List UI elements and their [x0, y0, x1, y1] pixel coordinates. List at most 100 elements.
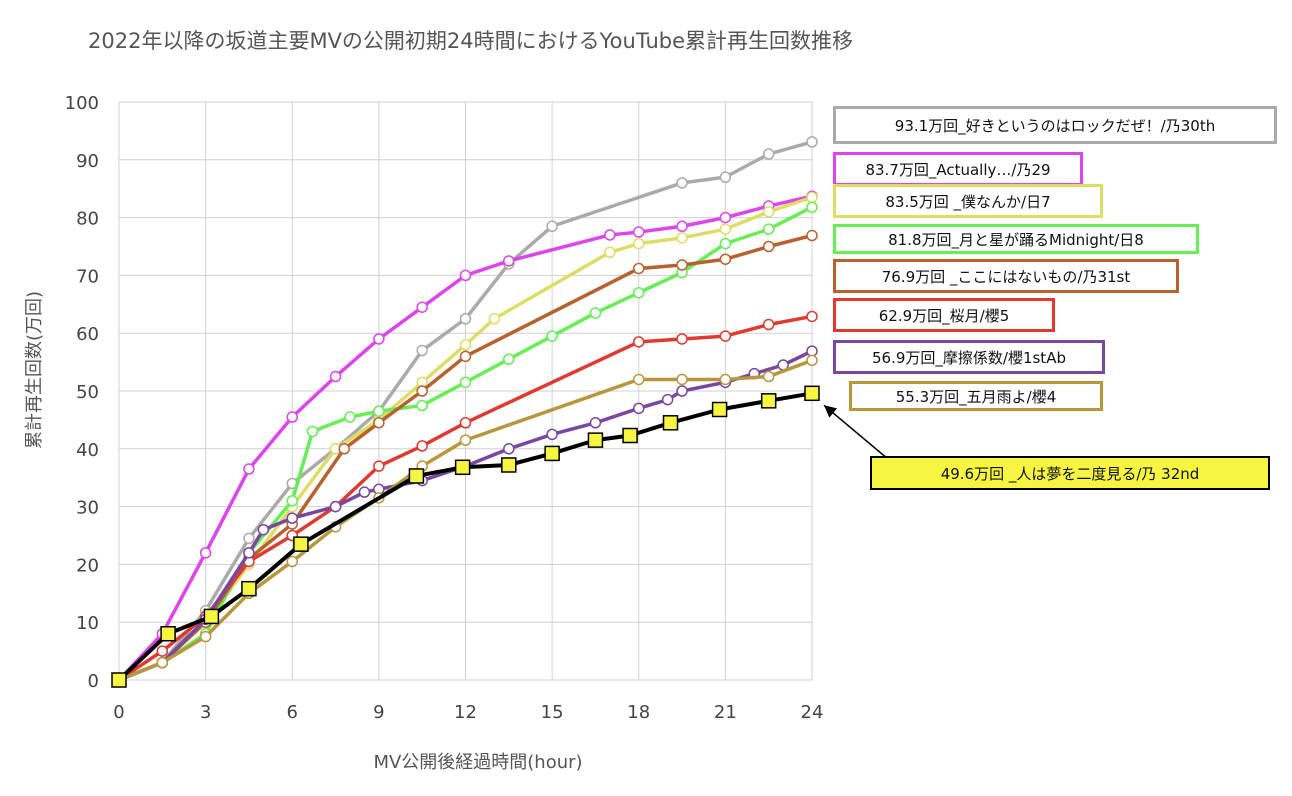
data-point — [199, 630, 212, 643]
chart-title: 2022年以降の坂道主要MVの公開初期24時間におけるYouTube累計再生回数… — [88, 29, 853, 53]
data-point-square — [760, 393, 777, 409]
data-point — [416, 399, 428, 412]
y-tick-label: 80 — [76, 209, 99, 230]
legend-entry: 76.9万回 _ここにはないもの/乃31st — [833, 259, 1179, 293]
legend-entry: 81.8万回_月と星が踊るMidnight/日8 — [833, 224, 1199, 254]
data-point — [719, 330, 732, 342]
data-point — [762, 240, 775, 253]
data-point-square — [454, 459, 471, 476]
data-point — [633, 402, 645, 415]
data-point-square — [662, 415, 679, 431]
data-point — [762, 370, 775, 383]
y-axis-label: 累計再生回数(万回) — [24, 291, 45, 449]
data-point — [416, 344, 428, 357]
data-point — [676, 232, 688, 244]
data-point — [488, 313, 501, 325]
data-point — [503, 353, 515, 365]
data-point — [243, 532, 255, 545]
x-tick-label: 6 — [287, 702, 298, 723]
data-point — [762, 223, 775, 235]
data-point — [358, 486, 371, 498]
data-point — [459, 339, 472, 351]
data-point-square — [408, 468, 425, 484]
legend-entry: 93.1万回_好きというのはロックだぜ！/乃30th — [833, 106, 1277, 144]
data-point — [719, 223, 732, 235]
callout-arrow-line — [823, 404, 889, 460]
data-point — [676, 259, 688, 271]
y-tick-label: 0 — [88, 671, 99, 692]
data-point — [604, 246, 616, 259]
x-tick-label: 15 — [541, 702, 564, 723]
data-point — [373, 405, 385, 417]
data-point — [762, 318, 775, 331]
data-point — [344, 411, 356, 423]
x-axis-label: MV公開後経過時間(hour) — [373, 752, 582, 773]
data-point — [546, 428, 558, 441]
data-point-square — [160, 626, 176, 642]
y-tick-label: 40 — [76, 440, 99, 461]
y-tick-label: 10 — [76, 613, 99, 634]
data-point — [806, 201, 818, 213]
x-tick-label: 0 — [113, 702, 124, 723]
callout-arrow-head — [824, 405, 838, 418]
data-point — [156, 645, 169, 657]
data-point — [459, 350, 472, 363]
y-tick-label: 70 — [76, 266, 99, 287]
data-point-square — [544, 445, 560, 462]
y-tick-label: 100 — [65, 93, 99, 114]
data-point — [257, 523, 270, 536]
data-point-square — [293, 536, 309, 552]
data-point — [676, 385, 688, 397]
x-tick-label: 12 — [454, 702, 477, 723]
data-point — [546, 220, 558, 233]
data-point-square — [711, 401, 728, 418]
data-point — [243, 547, 255, 559]
y-tick-label: 90 — [76, 151, 99, 172]
data-point — [633, 262, 645, 275]
data-point — [676, 220, 688, 233]
data-point — [459, 434, 472, 446]
data-point — [719, 211, 732, 224]
data-point — [676, 177, 688, 189]
legend-entry: 49.6万回 _人は夢を二度見る/乃 32nd — [870, 456, 1270, 490]
data-point — [459, 376, 472, 389]
data-point — [806, 191, 818, 204]
data-point — [633, 226, 645, 238]
data-point-square — [622, 427, 638, 444]
data-point — [719, 171, 732, 183]
data-point — [762, 206, 775, 218]
data-point — [806, 136, 818, 148]
grid — [118, 101, 813, 681]
data-point — [373, 460, 385, 472]
x-tick-label: 9 — [373, 702, 384, 723]
data-point — [459, 417, 472, 429]
data-point — [338, 443, 350, 455]
data-point — [373, 333, 385, 345]
y-tick-label: 50 — [76, 382, 99, 403]
series-lines — [111, 136, 820, 688]
series-line — [118, 358, 813, 682]
data-point-square — [587, 432, 604, 448]
data-point — [503, 255, 515, 267]
legend-entry: 62.9万回_桜月/櫻5 — [833, 298, 1055, 332]
data-point — [243, 463, 255, 475]
data-point — [719, 237, 732, 250]
x-tick-label: 18 — [627, 702, 650, 723]
data-point — [416, 385, 428, 397]
series-line — [117, 194, 813, 682]
data-point — [329, 370, 342, 383]
x-tick-label: 3 — [200, 702, 211, 723]
data-point — [633, 336, 645, 348]
data-point — [546, 330, 558, 342]
data-point — [676, 333, 688, 345]
data-point — [156, 656, 169, 669]
annotations — [823, 404, 889, 460]
y-tick-label: 60 — [76, 324, 99, 345]
data-point — [806, 310, 818, 323]
y-tick-label: 30 — [76, 498, 99, 519]
data-point — [762, 148, 775, 160]
data-point — [604, 229, 616, 241]
data-point — [286, 495, 298, 507]
